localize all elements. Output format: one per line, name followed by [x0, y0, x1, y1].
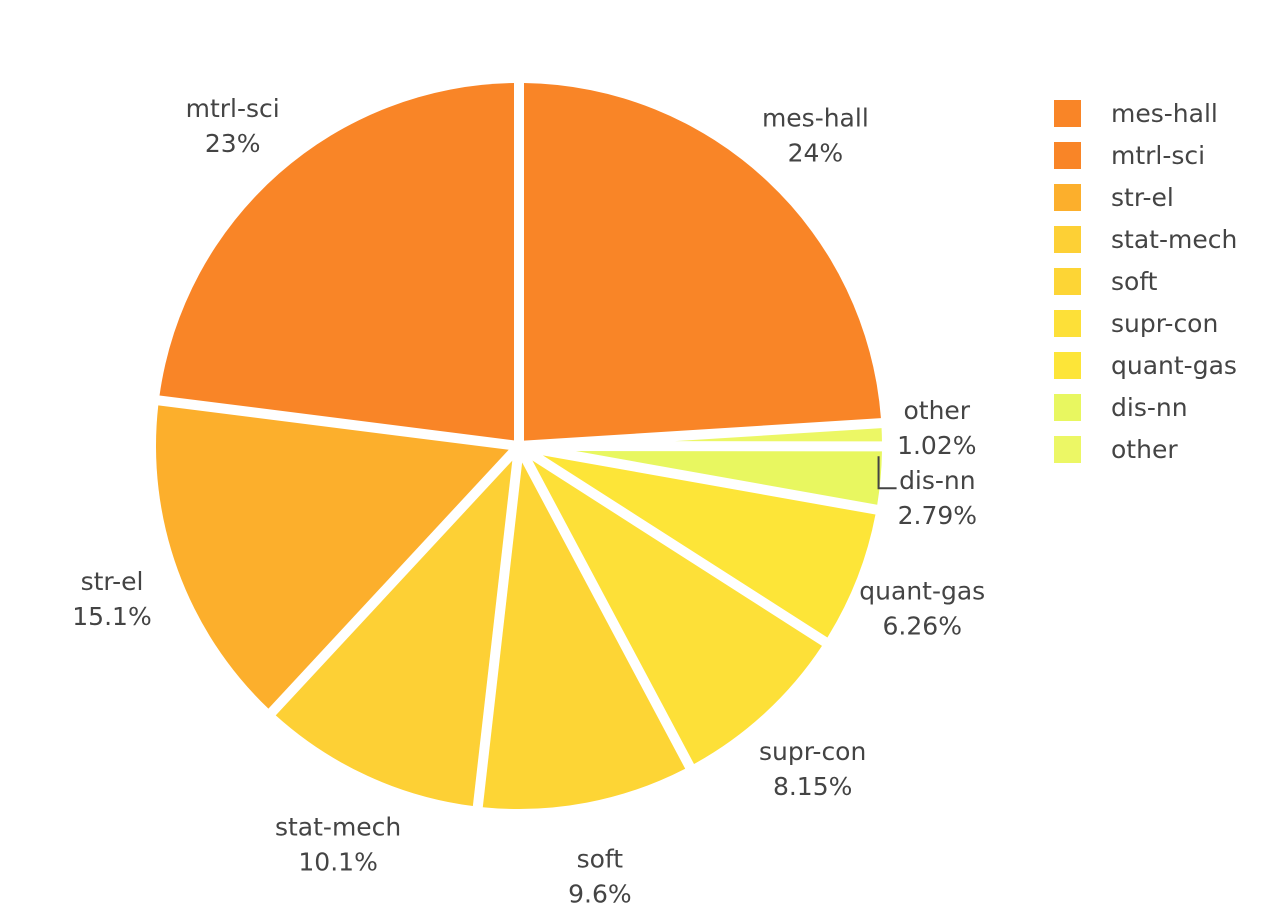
- pie-slice-soft[interactable]: [482, 462, 686, 809]
- legend-label: supr-con: [1111, 309, 1218, 338]
- legend-label: str-el: [1111, 183, 1174, 212]
- legend-item-str-el[interactable]: str-el: [1054, 183, 1174, 212]
- legend-item-quant-gas[interactable]: quant-gas: [1054, 351, 1237, 380]
- legend-swatch: [1054, 352, 1081, 379]
- legend-label: dis-nn: [1111, 393, 1188, 422]
- legend: mes-hall mtrl-sci str-el stat-mech soft supr-…: [1054, 99, 1237, 464]
- legend-item-soft[interactable]: soft: [1054, 267, 1158, 296]
- slice-label-name: other: [903, 396, 970, 425]
- legend-swatch: [1054, 394, 1081, 421]
- legend-swatch: [1054, 184, 1081, 211]
- slice-label-name: mtrl-sci: [186, 94, 280, 123]
- pie-slice-mes-hall[interactable]: [524, 83, 881, 441]
- legend-swatch: [1054, 142, 1081, 169]
- legend-label: mes-hall: [1111, 99, 1218, 128]
- pie-slice-stat-mech[interactable]: [275, 460, 513, 807]
- legend-item-mes-hall[interactable]: mes-hall: [1054, 99, 1218, 128]
- leader-line-dis-nn: [877, 456, 897, 490]
- slice-label-percent: 15.1%: [72, 602, 151, 631]
- slice-label-percent: 23%: [205, 129, 261, 158]
- legend-swatch: [1054, 310, 1081, 337]
- legend-item-mtrl-sci[interactable]: mtrl-sci: [1054, 141, 1205, 170]
- slice-label-name: str-el: [81, 567, 144, 596]
- pie-slice-supr-con[interactable]: [532, 460, 822, 765]
- legend-label: other: [1111, 435, 1178, 464]
- labels-layer: mes-hall 24% other 1.02% dis-nn 2.79% quant-ga…: [72, 94, 985, 908]
- legend-item-stat-mech[interactable]: stat-mech: [1054, 225, 1237, 254]
- legend-label: mtrl-sci: [1111, 141, 1205, 170]
- pie-slice-quant-gas[interactable]: [542, 455, 876, 638]
- slice-label-name: stat-mech: [275, 812, 401, 841]
- legend-item-dis-nn[interactable]: dis-nn: [1054, 393, 1188, 422]
- legend-label: quant-gas: [1111, 351, 1237, 380]
- slice-label-percent: 6.26%: [883, 612, 962, 641]
- legend-swatch: [1054, 100, 1081, 127]
- pie-slice-str-el[interactable]: [155, 405, 509, 709]
- slice-label-name: quant-gas: [859, 577, 985, 606]
- legend-label: stat-mech: [1111, 225, 1237, 254]
- slice-label-name: supr-con: [759, 737, 866, 766]
- slice-label-percent: 9.6%: [568, 879, 632, 908]
- legend-swatch: [1054, 436, 1081, 463]
- legend-item-other-2[interactable]: other: [1054, 435, 1178, 464]
- slice-label-percent: 24%: [788, 138, 844, 167]
- slice-label-percent: 1.02%: [897, 431, 976, 460]
- legend-swatch: [1054, 268, 1081, 295]
- pie-slice-mtrl-sci[interactable]: [159, 83, 515, 441]
- pie-slice-dis-nn[interactable]: [575, 451, 882, 505]
- slices-layer: [155, 83, 882, 809]
- legend-swatch: [1054, 226, 1081, 253]
- slice-label-name: dis-nn: [899, 466, 976, 495]
- pie-slice-other-small[interactable]: [675, 428, 882, 442]
- slice-label-percent: 2.79%: [898, 501, 977, 530]
- slice-label-percent: 8.15%: [773, 772, 852, 801]
- slice-label-name: mes-hall: [762, 103, 869, 132]
- legend-item-supr-con[interactable]: supr-con: [1054, 309, 1218, 338]
- legend-label: soft: [1111, 267, 1158, 296]
- slice-label-name: soft: [577, 844, 624, 873]
- slice-label-percent: 10.1%: [298, 847, 377, 876]
